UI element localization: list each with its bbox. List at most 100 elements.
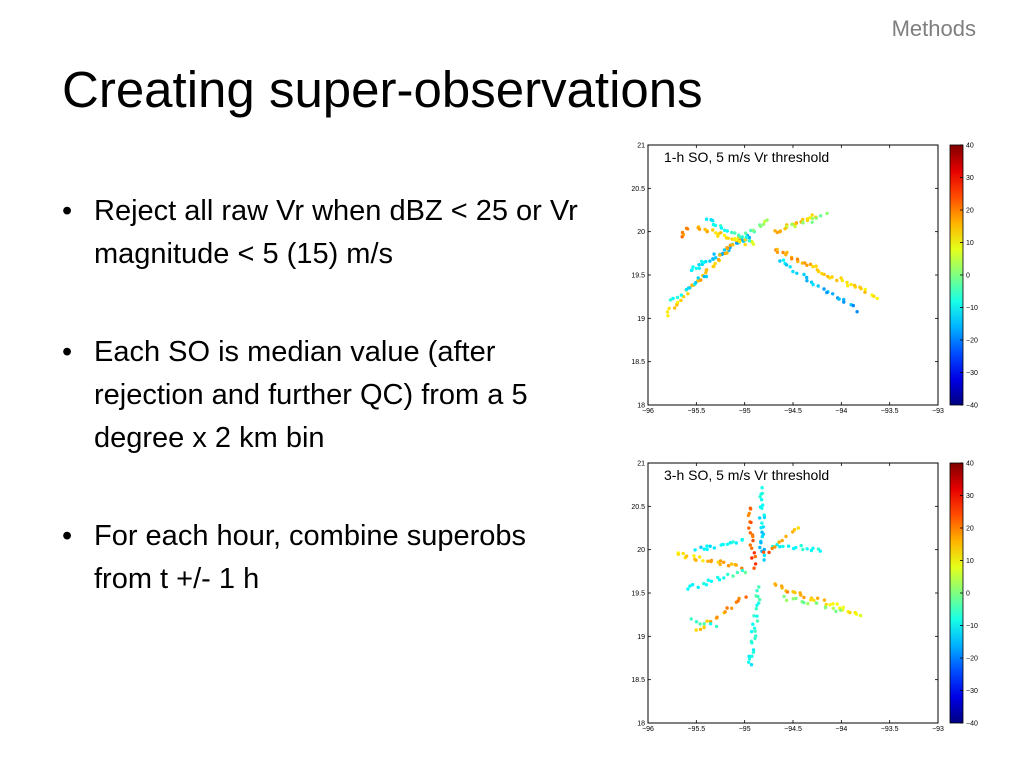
x-tick-label: −94.5: [784, 408, 802, 415]
data-point: [758, 545, 762, 550]
data-point: [713, 223, 718, 228]
data-point: [751, 622, 755, 626]
data-point: [750, 654, 754, 658]
bullet-text: Each SO is median value (after rejection…: [94, 336, 528, 454]
data-point: [875, 296, 879, 301]
data-point: [828, 603, 832, 607]
colorbar-tick-label: 40: [966, 143, 974, 150]
x-tick-label: −94: [835, 726, 847, 733]
data-point: [777, 540, 781, 544]
data-point: [818, 549, 822, 553]
data-point: [762, 558, 766, 562]
data-point: [750, 641, 754, 645]
data-point: [805, 217, 810, 221]
data-point: [743, 570, 748, 575]
data-point: [759, 541, 763, 545]
data-point: [753, 562, 758, 566]
data-point: [685, 227, 690, 231]
bullet-dot: •: [62, 336, 73, 368]
data-point: [696, 585, 700, 589]
data-point: [734, 563, 738, 567]
data-point: [712, 264, 716, 269]
data-point: [744, 235, 749, 239]
data-point: [814, 216, 819, 220]
data-point: [747, 235, 752, 240]
data-point: [725, 606, 729, 610]
data-point: [708, 544, 712, 548]
data-point: [822, 598, 827, 602]
data-point: [805, 547, 809, 551]
data-point: [788, 265, 792, 269]
data-point: [733, 231, 737, 235]
data-point: [831, 606, 835, 610]
colorbar-tick-label: 30: [966, 175, 974, 182]
y-tick-label: 20.5: [631, 504, 645, 511]
data-point: [791, 597, 795, 601]
data-point: [802, 595, 806, 600]
data-point: [737, 596, 741, 601]
data-point: [735, 570, 740, 575]
data-point: [718, 562, 722, 567]
colorbar-tick-label: −20: [966, 656, 978, 663]
data-point: [731, 540, 735, 544]
data-point: [689, 617, 693, 621]
data-point: [722, 576, 726, 580]
data-point: [706, 559, 710, 563]
data-point: [704, 271, 708, 275]
data-point: [708, 259, 712, 263]
data-point: [859, 286, 863, 291]
slide-title: Creating super-observations: [62, 61, 703, 118]
data-point: [784, 263, 789, 267]
data-point: [831, 602, 835, 606]
data-point: [785, 590, 790, 594]
colorbar-tick-label: −30: [966, 370, 978, 377]
data-point: [762, 515, 767, 520]
data-point: [671, 296, 675, 301]
data-point: [811, 282, 815, 287]
data-point: [778, 259, 782, 263]
x-tick-label: −95.5: [687, 726, 705, 733]
bullet-item: • Reject all raw Vr when dBZ < 25 or Vr m…: [62, 190, 592, 276]
data-point: [673, 306, 677, 310]
data-point: [755, 614, 759, 618]
data-point: [751, 228, 756, 233]
data-point: [668, 298, 673, 302]
colorbar-tick-label: 0: [966, 591, 970, 598]
colorbar-tick-label: 40: [966, 461, 974, 468]
data-point: [846, 284, 850, 288]
data-point: [759, 492, 763, 496]
data-point: [702, 581, 706, 586]
data-point: [790, 222, 794, 227]
data-point: [845, 280, 849, 285]
data-point: [822, 272, 826, 277]
data-point: [765, 218, 769, 222]
data-point: [667, 306, 671, 311]
data-point: [814, 264, 818, 268]
data-point: [752, 626, 757, 630]
data-point: [794, 596, 798, 601]
data-point: [704, 259, 708, 264]
data-point: [747, 526, 751, 530]
data-point: [835, 602, 839, 606]
data-point: [725, 246, 730, 251]
data-point: [755, 603, 759, 607]
data-point: [770, 546, 774, 551]
data-point: [746, 513, 751, 518]
y-tick-label: 19: [637, 634, 645, 641]
data-point: [780, 538, 784, 543]
data-point: [760, 486, 764, 490]
data-point: [712, 252, 716, 256]
data-point: [747, 239, 752, 243]
data-point: [795, 257, 800, 261]
data-point: [676, 300, 680, 305]
data-point: [855, 310, 859, 314]
data-point: [716, 258, 721, 262]
y-tick-label: 21: [637, 143, 645, 150]
colorbar-tick-label: −40: [966, 721, 978, 728]
data-point: [705, 619, 709, 623]
data-point: [785, 224, 789, 229]
data-point: [781, 250, 785, 255]
data-point: [863, 290, 867, 294]
data-point: [825, 290, 829, 295]
plot-area: [647, 144, 939, 406]
